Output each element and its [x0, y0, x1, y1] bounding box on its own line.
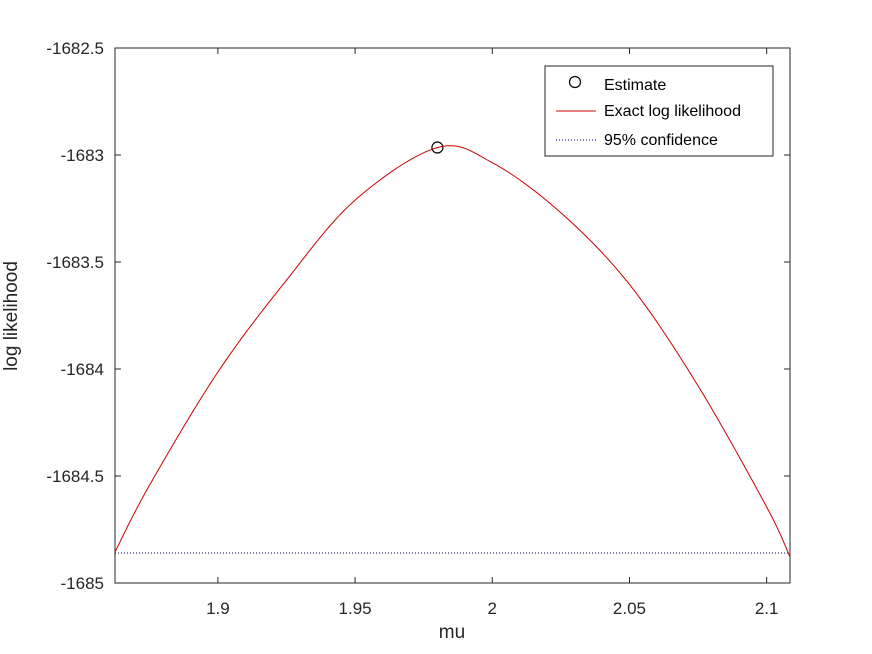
x-axis-label: mu	[439, 622, 465, 643]
y-axis-label: log likelihood	[1, 261, 22, 371]
y-tick-label: -1683	[61, 146, 104, 165]
legend-estimate-marker	[568, 75, 582, 89]
series-layer	[114, 141, 791, 558]
tick-labels: 1.9 1.95 2 2.05 2.1 -1685 -1684.5 -1684 -1683.5 -…	[46, 39, 778, 618]
log-likelihood-curve	[114, 145, 791, 558]
y-tick-label: -1685	[61, 574, 104, 593]
legend: Estimate Exact log likelihood 95% confid…	[544, 65, 774, 157]
estimate-point	[431, 141, 444, 154]
x-tick-label: 2.1	[755, 599, 779, 618]
y-tick-label: -1683.5	[46, 253, 104, 272]
legend-confidence-label: 95% confidence	[604, 132, 718, 149]
x-tick-label: 1.95	[339, 599, 372, 618]
y-tick-label: -1684.5	[46, 467, 104, 486]
x-tick-label: 2	[488, 599, 497, 618]
y-tick-label: -1682.5	[46, 39, 104, 58]
legend-estimate-label: Estimate	[604, 77, 666, 94]
legend-curve-label: Exact log likelihood	[604, 103, 741, 120]
tick-marks	[115, 47, 790, 584]
x-tick-label: 2.05	[613, 599, 646, 618]
y-tick-label: -1684	[61, 360, 104, 379]
x-tick-label: 1.9	[206, 599, 230, 618]
